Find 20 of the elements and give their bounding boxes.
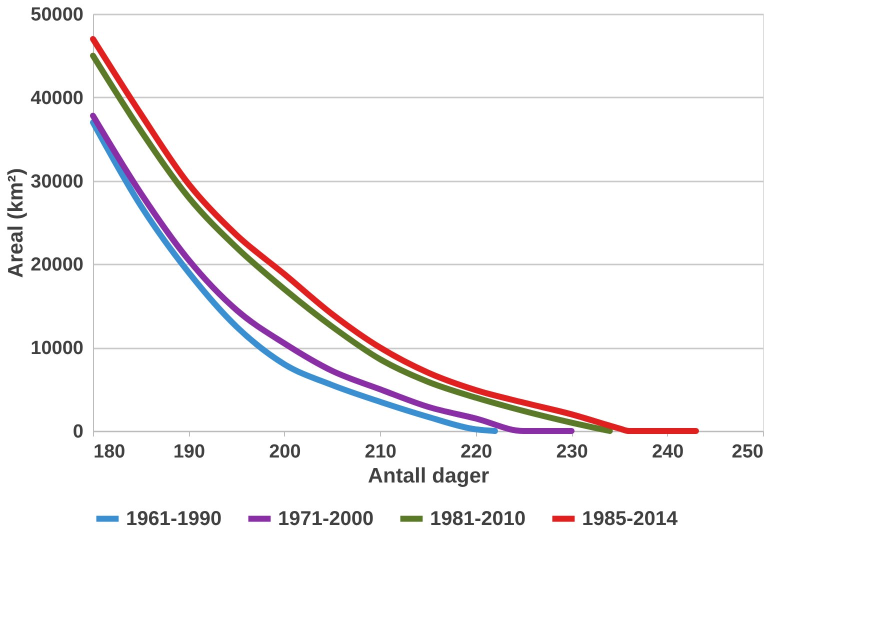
y-tick-label: 50000 — [30, 4, 84, 26]
legend-label: 1981-2010 — [430, 508, 526, 530]
y-tick-label: 0 — [72, 422, 84, 442]
x-tick-label: 220 — [460, 442, 492, 462]
y-tick-label: 10000 — [30, 338, 84, 360]
y-tick-label: 20000 — [30, 254, 84, 276]
x-tick-label: 190 — [173, 442, 206, 462]
x-tick-label: 200 — [269, 442, 301, 462]
y-tick-label: 40000 — [30, 88, 84, 109]
legend-label: 1971-2000 — [278, 508, 374, 530]
x-tick-label: 240 — [652, 442, 684, 462]
x-axis-title: Antall dager — [368, 464, 490, 488]
y-axis-title: Areal (km²) — [4, 168, 28, 278]
x-tick-label: 210 — [364, 442, 396, 462]
legend-label: 1985-2014 — [582, 508, 679, 530]
x-tick-label: 180 — [94, 442, 126, 462]
x-tick-label: 250 — [732, 442, 764, 462]
y-tick-label: 30000 — [30, 171, 84, 192]
x-tick-label: 230 — [556, 442, 588, 462]
legend-label: 1961-1990 — [126, 508, 222, 530]
